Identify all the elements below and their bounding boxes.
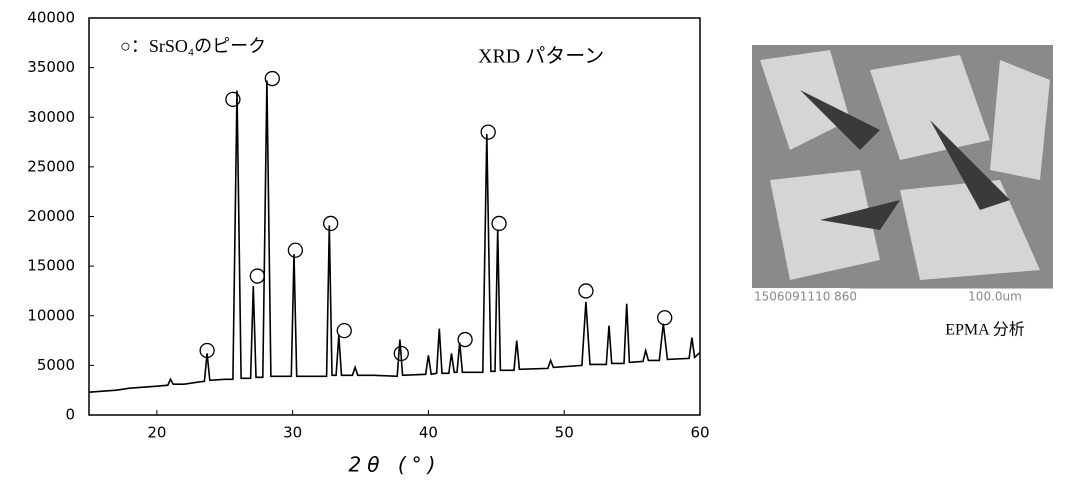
peak-marker [457,331,473,348]
x-tick-label: 40 [419,424,438,442]
y-tick-label: 0 [65,406,75,424]
x-tick-label: 20 [147,424,166,442]
peak-marker [491,215,507,232]
x-tick-label: 30 [283,424,302,442]
peak-marker [323,215,339,232]
x-tick-label: 50 [555,424,574,442]
y-tick-label: 30000 [27,108,75,126]
image-caption: EPMA 分析 [945,321,1025,339]
photo-id: 1506091110 860 [754,290,857,304]
x-axis-title: 2θ (°) [349,453,442,477]
y-tick-label: 5000 [37,356,75,374]
peak-marker [249,268,266,284]
peak-marker [287,242,304,258]
y-tick-label: 10000 [27,306,75,324]
xrd-line [88,80,701,393]
peak-marker [578,283,594,299]
legend-note: ○：SrSO₄のピーク [120,36,266,56]
sem-image: 1506091110 860 100.0um [752,45,1053,304]
photo-shadow [800,90,1010,230]
peak-marker [393,345,409,362]
y-tick-label: 15000 [27,257,75,275]
y-tick-label: 20000 [27,207,75,225]
peak-marker [264,70,280,87]
peak-marker [225,91,241,108]
peak-marker [657,310,673,326]
x-tick-label: 60 [690,424,709,442]
peak-marker [336,322,352,339]
peak-marker [480,124,496,140]
y-tick-label: 35000 [27,58,75,76]
scale-label: 100.0um [968,290,1022,304]
y-tick-label: 40000 [27,9,75,27]
y-tick-label: 25000 [27,157,75,175]
chart-annotation: XRD パターン [478,45,604,68]
peak-marker [199,342,215,359]
